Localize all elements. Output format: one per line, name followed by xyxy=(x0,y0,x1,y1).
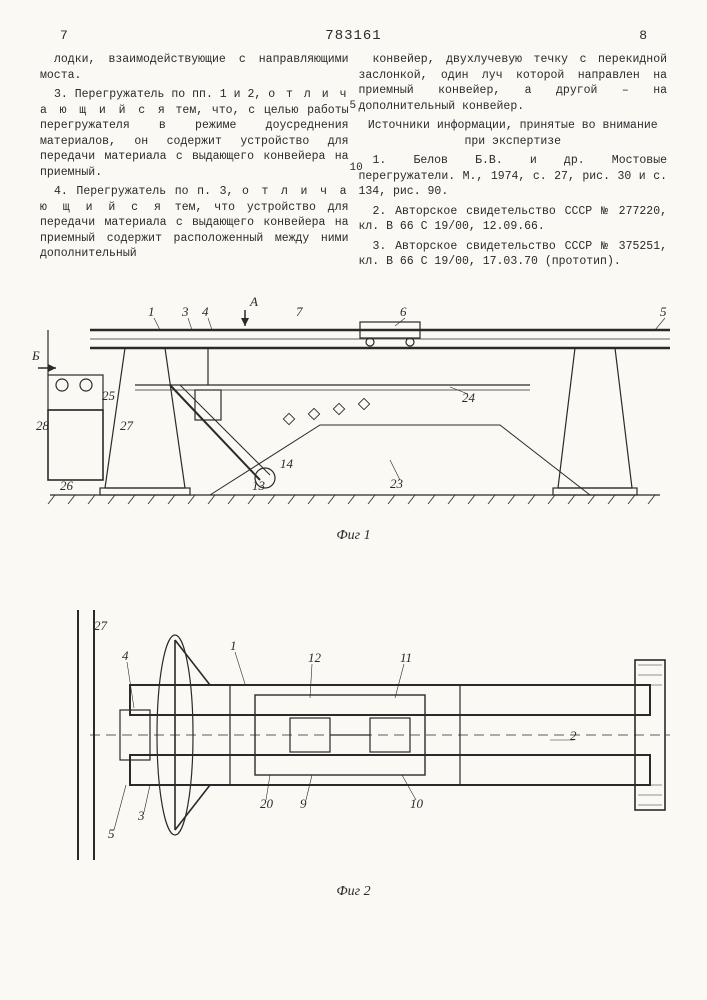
svg-text:28: 28 xyxy=(36,418,50,433)
svg-text:13: 13 xyxy=(252,478,266,493)
svg-text:9: 9 xyxy=(300,796,307,811)
svg-text:25: 25 xyxy=(102,388,116,403)
source-1: 1. Белов Б.В. и др. Мостовые перегружате… xyxy=(359,153,668,200)
svg-text:23: 23 xyxy=(390,476,404,491)
svg-text:27: 27 xyxy=(94,618,108,633)
figure-2: 1 2 3 4 5 9 10 11 12 20 27 Фиг 2 xyxy=(30,590,677,900)
right-column: конвейер, двухлучевую течку с перекидной… xyxy=(359,52,668,274)
svg-text:27: 27 xyxy=(120,418,134,433)
svg-text:12: 12 xyxy=(308,650,322,665)
left-column: лодки, взаимодействующие с направляющими… xyxy=(40,52,349,274)
svg-text:7: 7 xyxy=(296,304,303,319)
sources-title: Источники информации, принятые во вниман… xyxy=(359,118,668,149)
svg-text:20: 20 xyxy=(260,796,274,811)
svg-text:А: А xyxy=(249,294,258,309)
figure-1-svg: А Б 1 3 4 5 6 7 13 14 23 24 25 26 27 28 xyxy=(30,290,677,520)
svg-text:10: 10 xyxy=(410,796,424,811)
svg-text:1: 1 xyxy=(148,304,155,319)
svg-text:11: 11 xyxy=(400,650,412,665)
claim-4-cont: конвейер, двухлучевую течку с перекидной… xyxy=(359,52,668,114)
claim-4-lead: 4. Перегружатель по п. 3, xyxy=(54,185,242,198)
svg-text:14: 14 xyxy=(280,456,294,471)
figure-1-caption: Фиг 1 xyxy=(336,528,370,544)
svg-text:Б: Б xyxy=(31,348,40,363)
claim-4: 4. Перегружатель по п. 3, о т л и ч а ю … xyxy=(40,184,349,262)
page-number-right: 8 xyxy=(639,28,647,43)
svg-text:2: 2 xyxy=(570,728,577,743)
svg-text:5: 5 xyxy=(660,304,667,319)
svg-text:6: 6 xyxy=(400,304,407,319)
svg-text:26: 26 xyxy=(60,478,74,493)
svg-text:1: 1 xyxy=(230,638,237,653)
figure-2-caption: Фиг 2 xyxy=(336,884,370,900)
svg-text:3: 3 xyxy=(137,808,145,823)
figure-1: А Б 1 3 4 5 6 7 13 14 23 24 25 26 27 28 xyxy=(30,290,677,540)
page-number-left: 7 xyxy=(60,28,68,43)
text-columns: лодки, взаимодействующие с направляющими… xyxy=(40,52,667,274)
claim-2-tail: лодки, взаимодействующие с направляющими… xyxy=(40,52,349,83)
svg-text:4: 4 xyxy=(202,304,209,319)
claim-3: 3. Перегружатель по пп. 1 и 2, о т л и ч… xyxy=(40,87,349,180)
source-3: 3. Авторское свидетельство СССР № 375251… xyxy=(359,239,668,270)
figure-2-svg: 1 2 3 4 5 9 10 11 12 20 27 xyxy=(30,590,677,880)
svg-text:3: 3 xyxy=(181,304,189,319)
svg-text:4: 4 xyxy=(122,648,129,663)
svg-text:5: 5 xyxy=(108,826,115,841)
source-2: 2. Авторское свидетельство СССР № 277220… xyxy=(359,204,668,235)
document-number: 783161 xyxy=(325,28,381,44)
claim-3-lead: 3. Перегружатель по пп. 1 и 2, xyxy=(54,88,261,101)
